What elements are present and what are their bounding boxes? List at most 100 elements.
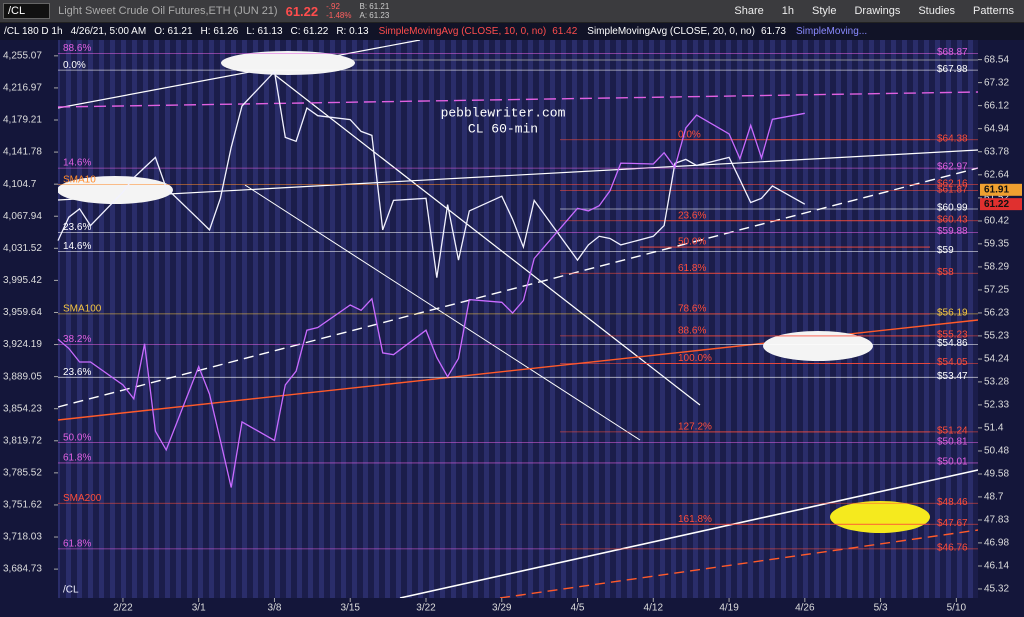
level-label: $59.88 bbox=[937, 226, 968, 237]
x-tick-label: 4/12 bbox=[644, 603, 664, 614]
fib-label: 61.8% bbox=[678, 263, 706, 274]
y-tick-label: 3,819.72 bbox=[3, 435, 42, 446]
y-tick-label: 3,889.05 bbox=[3, 371, 42, 382]
y2-tick-label: 48.7 bbox=[984, 492, 1004, 503]
level-label: $64.38 bbox=[937, 133, 968, 144]
y2-tick-label: 64.94 bbox=[984, 123, 1009, 134]
y-tick-label: 4,104.7 bbox=[3, 179, 37, 190]
fib-label: 88.6% bbox=[63, 43, 91, 54]
y2-tick-label: 49.58 bbox=[984, 469, 1009, 480]
change: -.92 bbox=[326, 2, 340, 11]
y2-tick-label: 45.32 bbox=[984, 584, 1009, 595]
y2-tick-label: 58.29 bbox=[984, 262, 1009, 273]
level-label: $50.01 bbox=[937, 457, 968, 468]
watermark: pebblewriter.com bbox=[441, 105, 566, 120]
ohlc: R: 0.13 bbox=[336, 26, 369, 37]
level-label: $67.98 bbox=[937, 64, 968, 75]
y-tick-label: 3,854.23 bbox=[3, 403, 42, 414]
toolbar-button[interactable]: Drawings bbox=[854, 5, 901, 17]
y2-tick-label: 54.24 bbox=[984, 354, 1009, 365]
fib-label: 14.6% bbox=[63, 158, 91, 169]
price-line bbox=[57, 70, 806, 278]
x-tick-label: 4/26 bbox=[795, 603, 815, 614]
plot-stripes bbox=[58, 40, 978, 598]
toolbar: /CL Light Sweet Crude Oil Futures,ETH (J… bbox=[0, 0, 1024, 23]
x-axis-bg bbox=[58, 598, 978, 617]
fib-label: 61.8% bbox=[63, 453, 91, 464]
toolbar-button[interactable]: Style bbox=[812, 5, 837, 17]
highlight-ellipse bbox=[57, 176, 173, 204]
x-tick-label: 5/10 bbox=[947, 603, 967, 614]
fib-label: 0.0% bbox=[63, 60, 86, 71]
price-tag-bg bbox=[980, 183, 1022, 196]
info-bar: /CL 180 D 1h 4/26/21, 5:00 AM O: 61.21 H: 6… bbox=[0, 23, 1024, 40]
trendline bbox=[244, 184, 641, 441]
y-tick-label: 4,179.21 bbox=[3, 115, 42, 126]
y-tick-label: 3,718.03 bbox=[3, 532, 42, 543]
buttons: Share 1h Style Drawings Studies Patterns bbox=[716, 5, 1014, 17]
toolbar-button[interactable]: Patterns bbox=[973, 5, 1014, 17]
level-label: $59 bbox=[937, 245, 954, 256]
level-label: $50.81 bbox=[937, 436, 968, 447]
y2-tick-label: 63.78 bbox=[984, 146, 1009, 157]
y-tick-label: 4,255.07 bbox=[3, 50, 42, 61]
ohlc: L: 61.13 bbox=[246, 26, 283, 37]
fib-label: 100.0% bbox=[678, 353, 712, 364]
level-label: $46.76 bbox=[937, 543, 968, 554]
y2-tick-label: 66.12 bbox=[984, 100, 1009, 111]
y2-tick-label: 59.35 bbox=[984, 238, 1009, 249]
y2-tick-label: 57.25 bbox=[984, 285, 1009, 296]
legend-entry: /CL bbox=[63, 585, 79, 596]
highlight-ellipse bbox=[763, 331, 873, 361]
level-label: $48.46 bbox=[937, 497, 968, 508]
level-label: $60.99 bbox=[937, 203, 968, 214]
level-label: $58 bbox=[937, 267, 954, 278]
info-title: /CL 180 D 1h bbox=[4, 26, 63, 37]
fib-label: 0.0% bbox=[678, 129, 701, 140]
y2-tick-label: 51.4 bbox=[984, 422, 1004, 433]
highlight-ellipse bbox=[221, 51, 355, 75]
y2-tick-label: 50.48 bbox=[984, 446, 1009, 457]
study-value: 61.73 bbox=[760, 26, 786, 37]
highlight-ellipse bbox=[830, 501, 930, 533]
toolbar-button[interactable]: 1h bbox=[781, 5, 794, 17]
trendline bbox=[57, 91, 979, 108]
fib-label: 50.0% bbox=[63, 432, 91, 443]
x-tick-label: 3/8 bbox=[268, 603, 282, 614]
y-tick-label: 3,995.42 bbox=[3, 275, 42, 286]
y2-tick-label: 46.98 bbox=[984, 538, 1009, 549]
level-label: $47.67 bbox=[937, 518, 968, 529]
y-tick-label: 3,924.19 bbox=[3, 339, 42, 350]
right-axis-bg bbox=[978, 40, 1024, 617]
y2-tick-label: 53.28 bbox=[984, 377, 1009, 388]
ohlc: O: 61.21 bbox=[154, 26, 193, 37]
toolbar-button[interactable]: Share bbox=[734, 5, 764, 17]
x-tick-label: 5/3 bbox=[874, 603, 888, 614]
ask: A: 61.23 bbox=[359, 11, 390, 20]
fib-label: 23.6% bbox=[63, 367, 91, 378]
fib-label: SMA10 bbox=[63, 174, 96, 185]
highlights bbox=[57, 51, 930, 533]
y-tick-label: 3,751.62 bbox=[3, 500, 42, 511]
y2-tick-label: 47.83 bbox=[984, 515, 1009, 526]
y2-tick-label: 52.33 bbox=[984, 400, 1009, 411]
trendline bbox=[499, 529, 979, 599]
price-line bbox=[57, 112, 805, 488]
fib-label: 23.6% bbox=[63, 222, 91, 233]
change-pct: -1.48% bbox=[326, 11, 352, 20]
fib-label: SMA200 bbox=[63, 493, 102, 504]
symbol-box[interactable]: /CL bbox=[3, 3, 51, 19]
level-label: $62.97 bbox=[937, 162, 968, 173]
study-value: 61.42 bbox=[552, 26, 578, 37]
level-label: $56.19 bbox=[937, 307, 968, 318]
study-name: SimpleMovingAvg (CLOSE, 20, 0, no) bbox=[587, 26, 755, 37]
study-name: SimpleMoving... bbox=[795, 26, 868, 37]
level-label: $68.87 bbox=[937, 47, 968, 58]
level-label: $55.23 bbox=[937, 330, 968, 341]
y-tick-label: 3,959.64 bbox=[3, 307, 42, 318]
x-tick-label: 4/5 bbox=[571, 603, 585, 614]
fib-label: SMA100 bbox=[63, 303, 102, 314]
trendline bbox=[57, 167, 979, 408]
y-tick-label: 4,141.78 bbox=[3, 147, 42, 158]
toolbar-button[interactable]: Studies bbox=[918, 5, 956, 17]
